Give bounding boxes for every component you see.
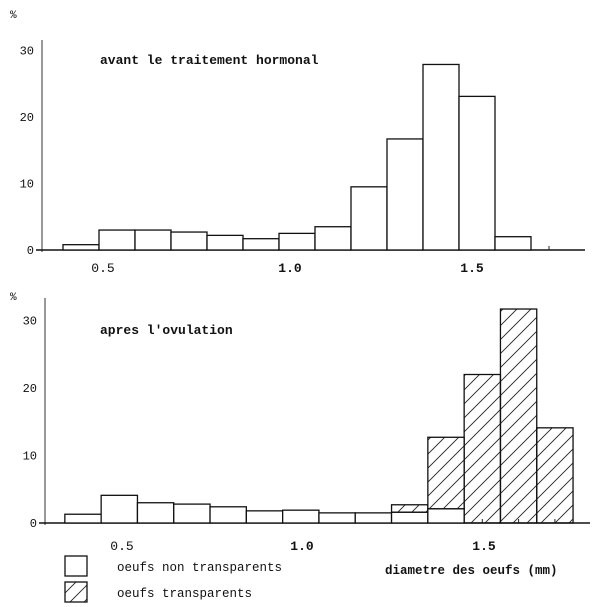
x-tick-label: 1.0 (278, 261, 302, 276)
bar-transparent (536, 427, 574, 524)
y-axis-label: % (10, 10, 17, 22)
bar-transparent (390, 504, 429, 513)
x-tick-label: 0.5 (91, 261, 114, 276)
chart-title: avant le traitement hormonal (100, 53, 319, 68)
bar-transparent (463, 373, 502, 524)
bar-non-transparent (354, 512, 393, 524)
legend-swatch-non-transparent (64, 555, 88, 577)
bar-non-transparent (427, 508, 465, 524)
bar-non-transparent (422, 63, 460, 251)
bar-transparent (427, 436, 465, 510)
bar-non-transparent (318, 512, 356, 524)
x-tick-label: 1.5 (472, 539, 496, 554)
chart-title: apres l'ovulation (100, 323, 233, 338)
bar-non-transparent (98, 229, 136, 251)
x-tick-label: 1.0 (290, 539, 314, 554)
bar-non-transparent (62, 244, 100, 251)
bar-non-transparent (173, 503, 211, 524)
legend-label: oeufs non transparents (117, 561, 282, 575)
bar-non-transparent (350, 186, 388, 251)
y-tick-label: 20 (20, 111, 34, 125)
x-axis-label: diametre des oeufs (mm) (385, 564, 558, 578)
bar-non-transparent (281, 509, 320, 524)
legend-label: oeufs transparents (117, 587, 252, 601)
bar-non-transparent (206, 234, 244, 251)
bar-non-transparent (245, 510, 284, 524)
chart-after-ovulation: % 0 10 20 30 0.5 1.0 1.5 apres l'ovulation diamet… (10, 292, 590, 578)
bar-non-transparent (170, 231, 208, 251)
legend: oeufs non transparents oeufs transparents (64, 555, 282, 603)
y-tick-label: 0 (27, 244, 34, 258)
y-tick-label: 10 (23, 450, 37, 464)
bar-non-transparent (136, 502, 175, 524)
bar-non-transparent (100, 494, 139, 524)
y-tick-label: 0 (30, 517, 37, 531)
bar-non-transparent (242, 238, 280, 251)
x-tick-label: 1.5 (460, 261, 484, 276)
y-axis-label: % (10, 292, 17, 304)
bar-non-transparent (314, 226, 352, 251)
bar-non-transparent (209, 506, 248, 524)
x-tick-label: 0.5 (110, 539, 133, 554)
legend-swatch-transparent (64, 581, 88, 603)
bar-non-transparent (278, 232, 316, 251)
y-tick-label: 10 (20, 178, 34, 192)
bar-transparent (499, 308, 538, 524)
y-tick-label: 20 (23, 382, 37, 396)
bar-non-transparent (494, 236, 532, 251)
bar-non-transparent (134, 229, 172, 251)
y-tick-label: 30 (23, 315, 37, 329)
bar-non-transparent (386, 138, 424, 251)
bar-non-transparent (390, 511, 429, 524)
bar-non-transparent (64, 513, 102, 524)
y-tick-label: 30 (20, 45, 34, 59)
chart-before-treatment: % 0 10 20 30 0.5 1.0 1.5 avant le traitement hor… (10, 10, 585, 276)
bar-non-transparent (458, 95, 496, 251)
